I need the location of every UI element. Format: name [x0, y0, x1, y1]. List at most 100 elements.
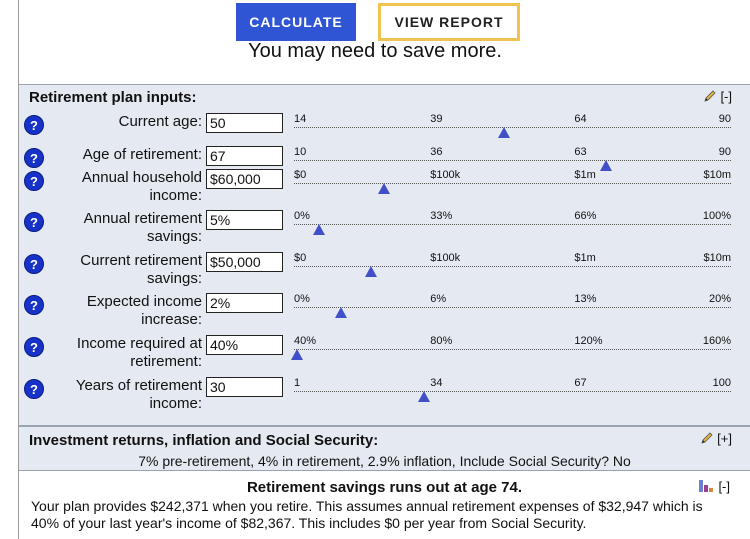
help-icon[interactable]: ?	[24, 115, 44, 135]
slider-thumb[interactable]	[334, 307, 347, 318]
slider-tick-label: 90	[718, 146, 731, 158]
input-slider[interactable]: 0% 6% 13% 20%	[294, 293, 731, 323]
results-explanation: Your plan provides $242,371 when you ret…	[31, 498, 703, 531]
investment-panel-tools: [+]	[700, 431, 732, 446]
slider-tick-label: 0%	[294, 293, 310, 305]
slider-tick-label: 39	[430, 113, 443, 125]
slider-thumb[interactable]	[365, 266, 378, 277]
slider-tick-label: $1m	[574, 252, 596, 264]
input-slider[interactable]: 40% 80% 120% 160%	[291, 335, 731, 365]
input-slider[interactable]: $0 $100k $1m $10m	[294, 252, 731, 282]
input-slider[interactable]: 14 39 64 90	[294, 113, 731, 143]
slider-tick-label: 66%	[574, 210, 597, 222]
slider-tick-label: 120%	[574, 335, 603, 347]
input-slider[interactable]: 1 34 67 100	[294, 377, 731, 407]
inputs-collapse-toggle[interactable]: [-]	[720, 89, 732, 104]
slider-tick-label: 34	[430, 377, 443, 389]
slider-track[interactable]	[294, 349, 731, 350]
investment-expand-toggle[interactable]: [+]	[717, 431, 732, 446]
input-row: ? Current age: 14 39 64 90	[19, 113, 750, 153]
slider-tick-label: 0%	[294, 210, 310, 222]
input-field[interactable]	[206, 210, 283, 230]
slider-tick-label: 63	[574, 146, 587, 158]
slider-tick-label: 100%	[702, 210, 731, 222]
pencil-icon[interactable]	[703, 89, 717, 103]
slider-thumb[interactable]	[497, 127, 510, 138]
help-icon[interactable]: ?	[24, 171, 44, 191]
input-row: ? Years of retirement income: 1 34 67 100	[19, 377, 750, 417]
results-collapse-toggle[interactable]: [-]	[718, 479, 730, 494]
input-field[interactable]	[206, 335, 283, 355]
input-slider[interactable]: 0% 33% 66% 100%	[294, 210, 731, 240]
input-row: ? Age of retirement: 10 36 63 90	[19, 146, 750, 186]
slider-tick-label: $0	[294, 252, 307, 264]
slider-track[interactable]	[294, 266, 731, 267]
slider-track[interactable]	[294, 224, 731, 225]
slider-thumb[interactable]	[291, 349, 303, 360]
help-icon[interactable]: ?	[24, 295, 44, 315]
input-label: Annual household income:	[81, 169, 202, 204]
slider-tick-label: 20%	[708, 293, 731, 305]
input-field[interactable]	[206, 377, 283, 397]
pencil-icon[interactable]	[700, 431, 714, 445]
slider-track[interactable]	[294, 160, 731, 161]
input-field[interactable]	[206, 293, 283, 313]
slider-track[interactable]	[294, 127, 731, 128]
top-button-bar: CALCULATE VIEW REPORT	[0, 0, 750, 44]
slider-tick-label: 90	[718, 113, 731, 125]
input-field[interactable]	[206, 113, 283, 133]
help-icon[interactable]: ?	[24, 254, 44, 274]
input-field[interactable]	[206, 169, 283, 189]
slider-tick-label: $100k	[430, 169, 461, 181]
input-row: ? Current retirement savings: $0 $100k $1m $1…	[19, 252, 750, 292]
slider-thumb[interactable]	[599, 160, 612, 171]
slider-thumb[interactable]	[378, 183, 391, 194]
calculator-frame	[18, 0, 750, 539]
slider-tick-label: 1	[294, 377, 301, 389]
input-slider[interactable]: 10 36 63 90	[294, 146, 731, 176]
slider-tick-label: 40%	[294, 335, 317, 347]
retirement-inputs-panel: Retirement plan inputs: [-] ? Current age…	[19, 84, 750, 426]
help-icon[interactable]: ?	[24, 379, 44, 399]
slider-thumb[interactable]	[417, 391, 430, 402]
calculate-button[interactable]: CALCULATE	[236, 3, 356, 41]
slider-tick-label: $100k	[430, 252, 461, 264]
slider-tick-label: 100	[712, 377, 731, 389]
input-field[interactable]	[206, 146, 283, 166]
input-label: Expected income increase:	[86, 293, 202, 328]
results-tools: [-]	[698, 479, 730, 494]
slider-track[interactable]	[294, 183, 731, 184]
slider-tick-label: 80%	[430, 335, 453, 347]
slider-tick-label: 160%	[702, 335, 731, 347]
input-row: ? Annual retirement savings: 0% 33% 66% 100%	[19, 210, 750, 250]
results-section: Retirement savings runs out at age 74. […	[19, 471, 750, 539]
input-row: ? Expected income increase: 0% 6% 13% 20%	[19, 293, 750, 333]
input-label: Years of retirement income:	[75, 377, 202, 412]
slider-tick-label: 13%	[574, 293, 597, 305]
input-row: ? Annual household income: $0 $100k $1m $10m	[19, 169, 750, 209]
input-field[interactable]	[206, 252, 283, 272]
help-icon[interactable]: ?	[24, 212, 44, 232]
slider-tick-label: $0	[294, 169, 307, 181]
input-label: Income required at retirement:	[76, 335, 202, 370]
slider-tick-label: 36	[430, 146, 443, 158]
slider-tick-label: 6%	[430, 293, 447, 305]
slider-track[interactable]	[294, 307, 731, 308]
results-title: Retirement savings runs out at age 74.	[246, 479, 523, 496]
input-slider[interactable]: $0 $100k $1m $10m	[294, 169, 731, 199]
help-icon[interactable]: ?	[24, 148, 44, 168]
slider-thumb[interactable]	[312, 224, 325, 235]
slider-tick-label: $10m	[703, 252, 731, 264]
slider-tick-label: 33%	[430, 210, 453, 222]
slider-tick-label: 67	[574, 377, 587, 389]
view-report-button[interactable]: VIEW REPORT	[378, 3, 520, 41]
slider-track[interactable]	[294, 391, 731, 392]
input-label: Age of retirement:	[82, 146, 202, 163]
input-row: ? Income required at retirement: 40% 80% 120…	[19, 335, 750, 375]
bar-chart-icon[interactable]	[698, 480, 715, 492]
input-label: Current age:	[118, 113, 202, 130]
help-icon[interactable]: ?	[24, 337, 44, 357]
slider-tick-label: $10m	[703, 169, 731, 181]
slider-tick-label: 14	[294, 113, 307, 125]
slider-tick-label: 10	[294, 146, 307, 158]
